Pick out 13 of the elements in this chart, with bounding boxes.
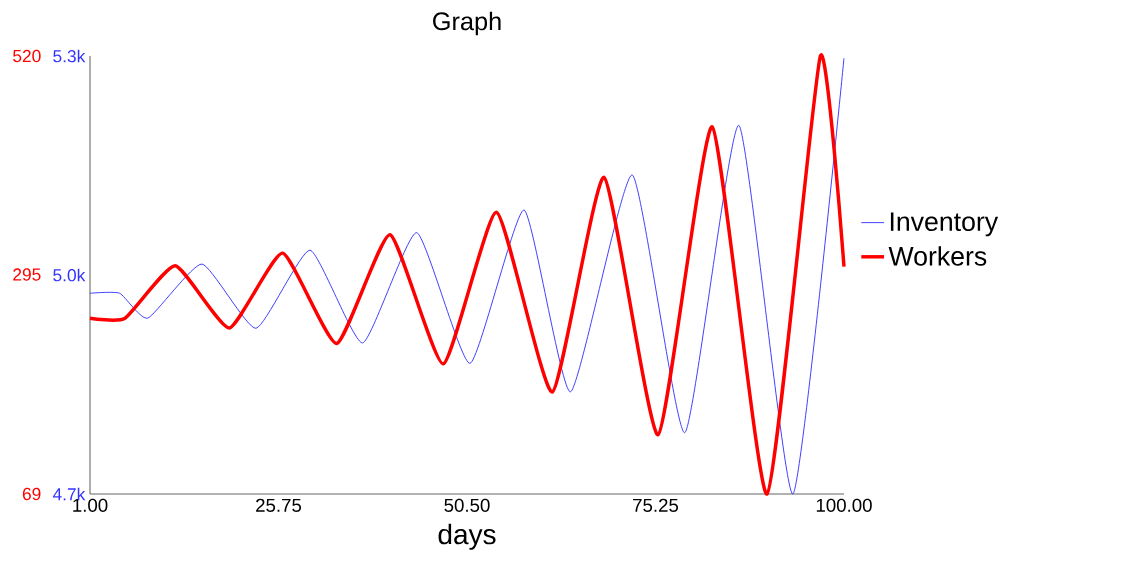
chart-title: Graph (433, 11, 501, 36)
x-tick-label: 100.00 (816, 498, 872, 512)
x-tick-label: 25.75 (256, 498, 302, 512)
y-tick-label: 5.0k (53, 268, 86, 282)
y-tick-label: 5.3k (53, 49, 86, 63)
y2-tick-label: 295 (13, 268, 41, 281)
legend-label: Workers (888, 246, 987, 266)
x-tick-label: 50.50 (444, 498, 490, 512)
y2-tick-label: 69 (22, 487, 41, 501)
x-tick-label: 75.25 (633, 498, 679, 512)
x-axis-title: days (438, 523, 496, 550)
y2-tick-label: 520 (13, 49, 41, 63)
legend-label: Inventory (890, 212, 999, 237)
